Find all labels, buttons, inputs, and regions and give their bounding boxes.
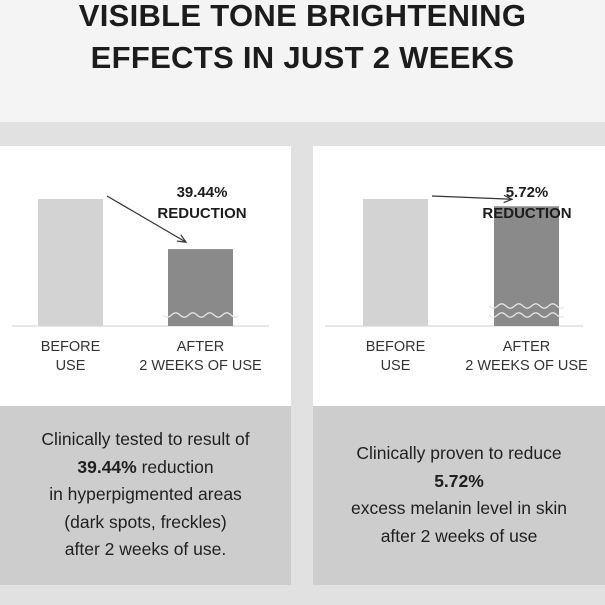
reduction-annotation-2: REDUCTION <box>157 205 246 222</box>
chart-card-right: 5.72% REDUCTION BEFORE USE AFTER 2 WEEKS OF U… <box>313 146 605 406</box>
chart-card-left: 39.44% REDUCTION BEFORE USE AFTER 2 WEEKS OF … <box>0 146 291 406</box>
caption-right-highlight: 5.72% <box>434 470 484 491</box>
caption-left-line-4: (dark spots, freckles) <box>64 511 227 532</box>
reduction-arrow <box>431 195 513 200</box>
caption-right-line-1: Clinically proven to reduce <box>356 443 562 463</box>
caption-left-line-1: Clinically tested to result of <box>41 429 250 449</box>
arrow-head <box>176 234 188 243</box>
chart-right: 5.72% REDUCTION BEFORE USE AFTER 2 WEEKS OF U… <box>325 184 588 374</box>
caption-left: Clinically tested to result of 39.44% re… <box>0 426 291 564</box>
caption-box-left: Clinically tested to result of 39.44% re… <box>0 406 291 585</box>
caption-right-line-4: after 2 weeks of use <box>380 525 538 546</box>
category-label-before-1: BEFORE <box>366 339 426 355</box>
reduction-annotation-2: REDUCTION <box>482 205 571 222</box>
category-label-after-2: 2 WEEKS OF USE <box>139 358 262 374</box>
caption-right: Clinically proven to reduce 5.72% excess… <box>313 440 605 550</box>
caption-right-line-3: excess melanin level in skin <box>351 498 567 518</box>
bar-before <box>363 199 428 326</box>
caption-left-highlight: 39.44% <box>77 456 137 477</box>
category-label-before-1: BEFORE <box>41 339 101 355</box>
category-label-after-1: AFTER <box>177 339 225 355</box>
headline-line-2: EFFECTS IN JUST 2 WEEKS <box>90 40 515 75</box>
wave-line-2 <box>488 312 565 318</box>
category-label-after-1: AFTER <box>503 339 551 355</box>
bar-before <box>38 199 103 326</box>
wave-line-1 <box>162 312 239 318</box>
category-label-before-2: USE <box>381 358 411 374</box>
caption-left-line-5: after 2 weeks of use. <box>64 539 227 559</box>
caption-left-line-2: 39.44% reduction <box>0 454 291 482</box>
reduction-annotation-1: 5.72% <box>506 184 549 201</box>
bar-after <box>168 249 233 326</box>
caption-box-right: Clinically proven to reduce 5.72% excess… <box>313 406 605 585</box>
arrow-head <box>503 194 514 204</box>
headline: VISIBLE TONE BRIGHTENING EFFECTS IN JUST… <box>0 0 605 122</box>
category-label-before-2: USE <box>56 358 86 374</box>
caption-left-highlight-suffix: reduction <box>141 456 214 477</box>
headline-line-1: VISIBLE TONE BRIGHTENING <box>78 0 527 33</box>
caption-left-line-3: in hyperpigmented areas <box>49 484 242 504</box>
reduction-annotation-1: 39.44% <box>177 184 228 201</box>
reduction-arrow <box>106 195 187 243</box>
chart-left: 39.44% REDUCTION BEFORE USE AFTER 2 WEEKS OF … <box>12 184 269 374</box>
category-label-after-2: 2 WEEKS OF USE <box>465 358 588 374</box>
wave-line-1 <box>488 303 565 309</box>
